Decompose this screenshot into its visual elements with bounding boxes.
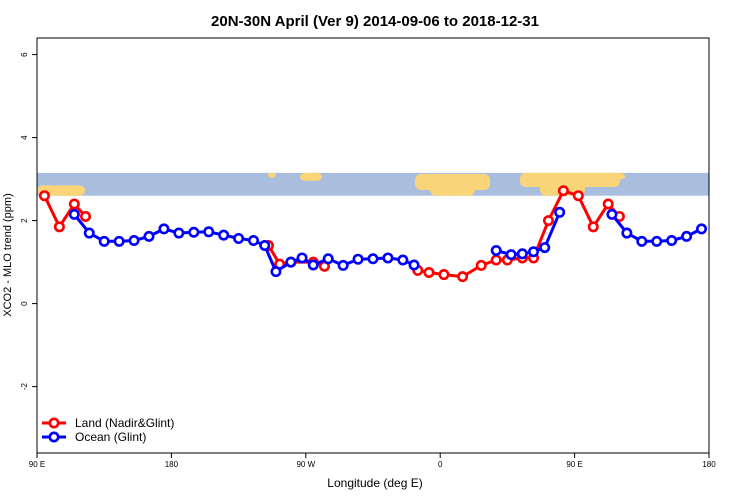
data-point xyxy=(587,221,599,233)
data-point xyxy=(128,235,140,247)
data-point xyxy=(173,227,185,239)
data-point xyxy=(696,223,708,235)
x-tick-label: 180 xyxy=(702,460,716,469)
y-tick-label: -2 xyxy=(20,382,29,390)
y-axis-label: XCO2 - MLO trend (ppm) xyxy=(2,193,14,316)
series-land xyxy=(38,185,625,283)
data-point xyxy=(352,253,364,265)
data-point xyxy=(681,230,693,242)
y-tick-label: 4 xyxy=(20,135,29,140)
x-tick-label: 90 E xyxy=(29,460,45,469)
data-point xyxy=(382,252,394,264)
data-point xyxy=(539,242,551,254)
data-point xyxy=(457,271,469,283)
legend-entry-ocean: Ocean (Glint) xyxy=(42,430,146,444)
data-point xyxy=(516,248,528,260)
y-axis: -2 0 2 4 6 xyxy=(20,52,37,390)
data-point xyxy=(98,235,110,247)
data-point xyxy=(557,185,569,197)
map-land xyxy=(268,172,276,178)
data-point xyxy=(490,254,502,266)
data-point xyxy=(53,221,65,233)
data-point xyxy=(259,240,271,252)
legend-ocean-label: Ocean (Glint) xyxy=(75,430,146,444)
data-point xyxy=(285,256,297,268)
x-tick-label: 90 W xyxy=(296,460,315,469)
legend-ocean-marker xyxy=(48,431,60,443)
series-line xyxy=(417,189,621,279)
series-layer xyxy=(38,185,708,283)
data-point xyxy=(423,266,435,278)
data-point xyxy=(80,210,92,222)
series-line xyxy=(73,213,415,274)
data-point xyxy=(505,249,517,261)
x-tick-label: 90 E xyxy=(566,460,582,469)
data-point xyxy=(621,227,633,239)
legend-land-label: Land (Nadir&Glint) xyxy=(75,416,174,430)
data-point xyxy=(248,235,260,247)
data-point xyxy=(636,235,648,247)
y-tick-label: 6 xyxy=(20,52,29,57)
data-point xyxy=(408,259,420,271)
map-land xyxy=(600,172,625,180)
data-point xyxy=(218,229,230,241)
data-point xyxy=(113,235,125,247)
series-line xyxy=(43,195,87,229)
map-land xyxy=(430,179,475,196)
data-point xyxy=(542,215,554,227)
data-point xyxy=(602,198,614,210)
data-point xyxy=(528,246,540,258)
chart-title: 20N-30N April (Ver 9) 2014-09-06 to 2018… xyxy=(211,13,539,30)
map-strip xyxy=(37,172,709,196)
data-point xyxy=(554,206,566,218)
data-point xyxy=(270,266,282,278)
y-tick-label: 2 xyxy=(20,218,29,223)
data-point xyxy=(203,226,215,238)
data-point xyxy=(38,190,50,202)
data-point xyxy=(490,244,502,256)
legend-entry-land: Land (Nadir&Glint) xyxy=(42,416,174,430)
title-text: 20N-30N April (Ver 9) 2014-09-06 to 2018… xyxy=(211,13,539,30)
data-point xyxy=(337,259,349,271)
x-axis: 90 E 180 90 W 0 90 E 180 xyxy=(29,453,716,469)
data-point xyxy=(188,226,200,238)
plot-frame xyxy=(36,37,710,454)
data-point xyxy=(307,259,319,271)
data-point xyxy=(233,232,245,244)
x-axis-label: Longitude (deg E) xyxy=(327,476,422,490)
y-tick-label: 0 xyxy=(20,301,29,306)
map-land xyxy=(300,172,322,181)
data-point xyxy=(83,227,95,239)
data-point xyxy=(367,253,379,265)
data-point xyxy=(572,190,584,202)
data-point xyxy=(666,235,678,247)
series-ocean xyxy=(68,206,708,278)
legend-land-marker xyxy=(48,417,60,429)
data-point xyxy=(606,208,618,220)
x-tick-label: 0 xyxy=(438,460,443,469)
data-point xyxy=(322,253,334,265)
data-point xyxy=(475,259,487,271)
legend: Land (Nadir&Glint) Ocean (Glint) xyxy=(42,416,174,444)
data-point xyxy=(296,252,308,264)
data-point xyxy=(68,198,80,210)
data-point xyxy=(651,235,663,247)
data-point xyxy=(438,269,450,281)
data-point xyxy=(143,230,155,242)
x-tick-label: 180 xyxy=(165,460,179,469)
data-point xyxy=(397,254,409,266)
data-point xyxy=(158,223,170,235)
data-point xyxy=(68,208,80,220)
